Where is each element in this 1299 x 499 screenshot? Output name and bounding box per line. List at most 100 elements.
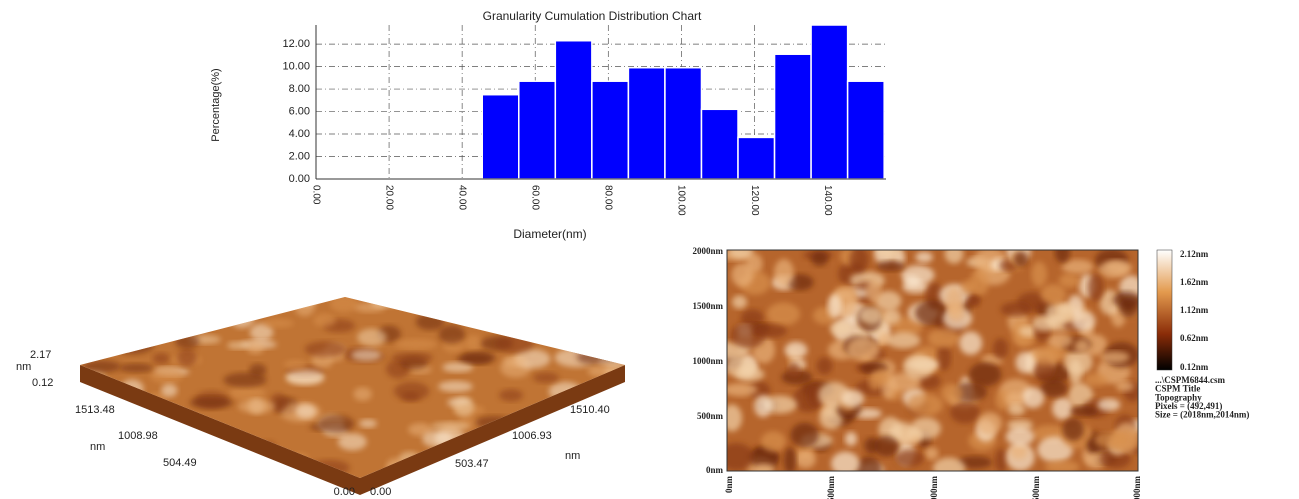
bar — [481, 93, 520, 180]
texture-blob — [1044, 460, 1080, 471]
texture-blob — [1068, 382, 1093, 408]
texture-blob — [119, 472, 162, 478]
histogram: 0.00 2.00 4.00 6.00 8.00 10.00 12.00 0.00 20.00 4… — [282, 24, 886, 216]
texture-blob — [415, 313, 445, 331]
texture-blob — [936, 344, 951, 371]
colorbar-label: 1.62nm — [1180, 277, 1209, 287]
texture-blob — [159, 315, 192, 332]
texture-blob — [353, 387, 372, 401]
texture-blob — [177, 348, 197, 367]
texture-blob — [816, 357, 833, 375]
texture-blob — [229, 308, 255, 328]
x-tick-label: 0.00 — [310, 185, 321, 205]
texture-blob — [968, 362, 1002, 387]
texture-blob — [727, 356, 757, 378]
x-tick-label: 500nm — [826, 476, 836, 499]
texture-blob — [1005, 427, 1035, 447]
axis-label: 1510.40 — [570, 404, 610, 416]
texture-blob — [748, 447, 780, 468]
texture-blob — [257, 306, 282, 315]
texture-blob — [760, 431, 786, 452]
texture-blob — [329, 297, 358, 313]
texture-blob — [1119, 297, 1138, 318]
z-max: 2.17 — [30, 349, 51, 361]
texture-blob — [1000, 302, 1032, 317]
texture-blob — [370, 297, 396, 309]
texture-blob — [304, 341, 347, 357]
x-tick-label: 80.00 — [603, 185, 614, 210]
texture-blob — [596, 356, 625, 366]
texture-blob — [558, 424, 576, 440]
texture-blob — [960, 280, 976, 295]
texture-blob — [1040, 284, 1067, 305]
bar — [627, 66, 666, 180]
texture-blob — [1046, 333, 1073, 349]
texture-blob — [924, 446, 939, 460]
texture-blob — [977, 412, 1003, 435]
texture-blob — [907, 393, 943, 417]
texture-blob — [111, 443, 154, 453]
texture-blob — [790, 422, 819, 448]
texture-blob — [442, 362, 474, 373]
texture-blob — [453, 396, 475, 417]
texture-blob — [1010, 444, 1028, 460]
texture-blob — [873, 435, 899, 457]
texture-blob — [914, 300, 950, 326]
info-line: ...\CSPM6844.csm — [1155, 375, 1225, 385]
texture-blob — [727, 443, 754, 471]
bar — [591, 80, 630, 180]
texture-blob — [1007, 419, 1033, 431]
texture-blob — [992, 338, 1009, 360]
texture-blob — [895, 449, 925, 467]
texture-blob — [1029, 346, 1061, 365]
x-tick-label: 140.00 — [822, 185, 833, 216]
texture-blob — [295, 404, 317, 419]
texture-blob — [237, 399, 276, 414]
texture-blob — [795, 450, 816, 469]
x-tick-label: 2000nm — [1132, 476, 1142, 499]
texture-blob — [1015, 351, 1036, 374]
texture-blob — [875, 290, 902, 311]
bar — [846, 80, 885, 180]
texture-blob — [463, 335, 484, 351]
texture-blob — [229, 385, 266, 401]
texture-blob — [189, 396, 234, 409]
y-tick-label: 2000nm — [692, 246, 723, 256]
texture-blob — [246, 341, 264, 354]
texture-blob — [944, 250, 964, 264]
y-tick-label: 2.00 — [289, 150, 310, 162]
texture-blob — [351, 349, 382, 361]
texture-blob — [1070, 405, 1099, 417]
axis-unit: nm — [90, 441, 105, 453]
texture-blob — [337, 433, 367, 451]
y-tick-label: 1000nm — [692, 356, 723, 366]
colorbar — [1156, 249, 1173, 371]
texture-blob — [494, 456, 538, 472]
x-axis-label: Diameter(nm) — [513, 227, 586, 241]
axis-label: 504.49 — [163, 457, 197, 469]
texture-blob — [1031, 315, 1057, 331]
texture-blob — [1013, 251, 1028, 267]
texture-blob — [174, 334, 200, 349]
texture-blob — [876, 250, 902, 259]
texture-blob — [888, 421, 916, 445]
texture-blob — [178, 307, 202, 321]
texture-blob — [492, 448, 514, 462]
texture-blob — [394, 338, 438, 350]
texture-blob — [903, 275, 921, 288]
texture-blob — [941, 383, 963, 404]
texture-blob — [573, 301, 599, 319]
texture-blob — [806, 383, 824, 409]
texture-blob — [318, 414, 355, 433]
texture-blob — [273, 467, 296, 477]
texture-blob — [391, 352, 434, 363]
texture-blob — [784, 341, 808, 359]
texture-blob — [598, 344, 624, 361]
info-line: CSPM Title — [1155, 384, 1200, 394]
x-tick-label: 0nm — [724, 476, 734, 494]
texture-blob — [957, 456, 993, 469]
texture-blob — [119, 363, 154, 373]
texture-blob — [583, 326, 618, 345]
axis-label: 503.47 — [455, 458, 489, 470]
x-tick-label: 40.00 — [457, 185, 468, 210]
